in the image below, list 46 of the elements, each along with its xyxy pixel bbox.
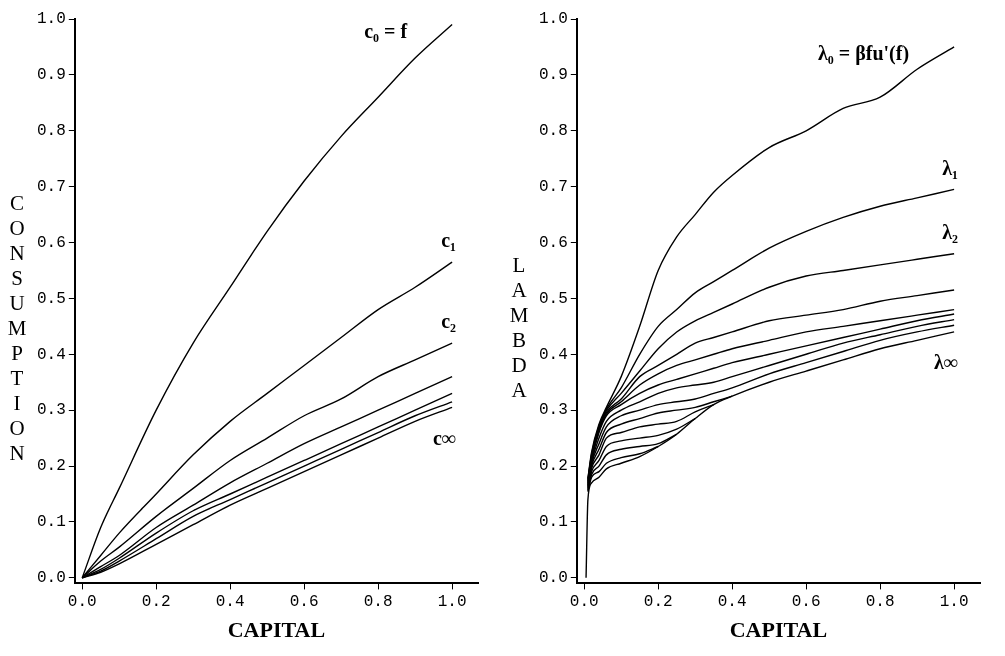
y-tick-label: 0.5 [538,289,568,308]
y-tick-label: 0.4 [36,345,66,364]
y-tick-label: 0.1 [36,513,66,532]
y-tick-label: 0.6 [538,233,568,252]
x-axis-title: CAPITAL [227,617,326,643]
y-tick-label: 0.3 [36,401,66,420]
y-tick-label: 0.5 [36,289,66,308]
y-tick-label: 1.0 [538,10,568,29]
y-tick-label: 0.0 [538,569,568,588]
y-tick-label: 0.9 [538,66,568,85]
x-tick-label: 0.2 [141,593,171,612]
x-tick-label: 1.0 [939,593,969,612]
y-tick-label: 0.9 [36,66,66,85]
x-tick-label: 1.0 [437,593,467,612]
y-tick-label: 0.8 [538,122,568,140]
series-label: λ₁ [942,156,959,179]
y-tick-label: 0.2 [36,457,66,476]
series-label: λ₀ = βfu'(f) [818,42,910,66]
y-tick-label: 0.7 [538,177,568,196]
y-tick-label: 0.1 [538,513,568,532]
y-tick-label: 0.8 [36,122,66,140]
x-tick-label: 0.6 [289,593,319,612]
series-label: c₂ [441,310,457,333]
y-tick-label: 0.3 [538,401,568,420]
y-tick-label: 0.0 [36,569,66,588]
y-tick-label: 1.0 [36,10,66,29]
series-label: λ∞ [934,351,959,374]
y-axis-title: CONSUMPTION [4,190,30,466]
y-tick-label: 0.7 [36,177,66,196]
x-tick-label: 0.2 [643,593,673,612]
y-axis-title: LAMBDA [506,253,532,403]
x-axis-title: CAPITAL [729,617,828,643]
x-tick-label: 0.8 [865,593,895,612]
series-label: c₀ = f [364,19,408,42]
series-label: c∞ [432,426,457,449]
x-tick-label: 0.8 [363,593,393,612]
y-tick-label: 0.6 [36,233,66,252]
y-tick-label: 0.2 [538,457,568,476]
x-tick-label: 0.4 [215,593,245,612]
x-tick-label: 0.0 [569,593,599,612]
x-tick-label: 0.0 [67,593,97,612]
y-tick-label: 0.4 [538,345,568,364]
x-tick-label: 0.6 [791,593,821,612]
x-tick-label: 0.4 [717,593,747,612]
series-label: λ₂ [942,220,959,243]
series-label: c₁ [441,229,457,252]
